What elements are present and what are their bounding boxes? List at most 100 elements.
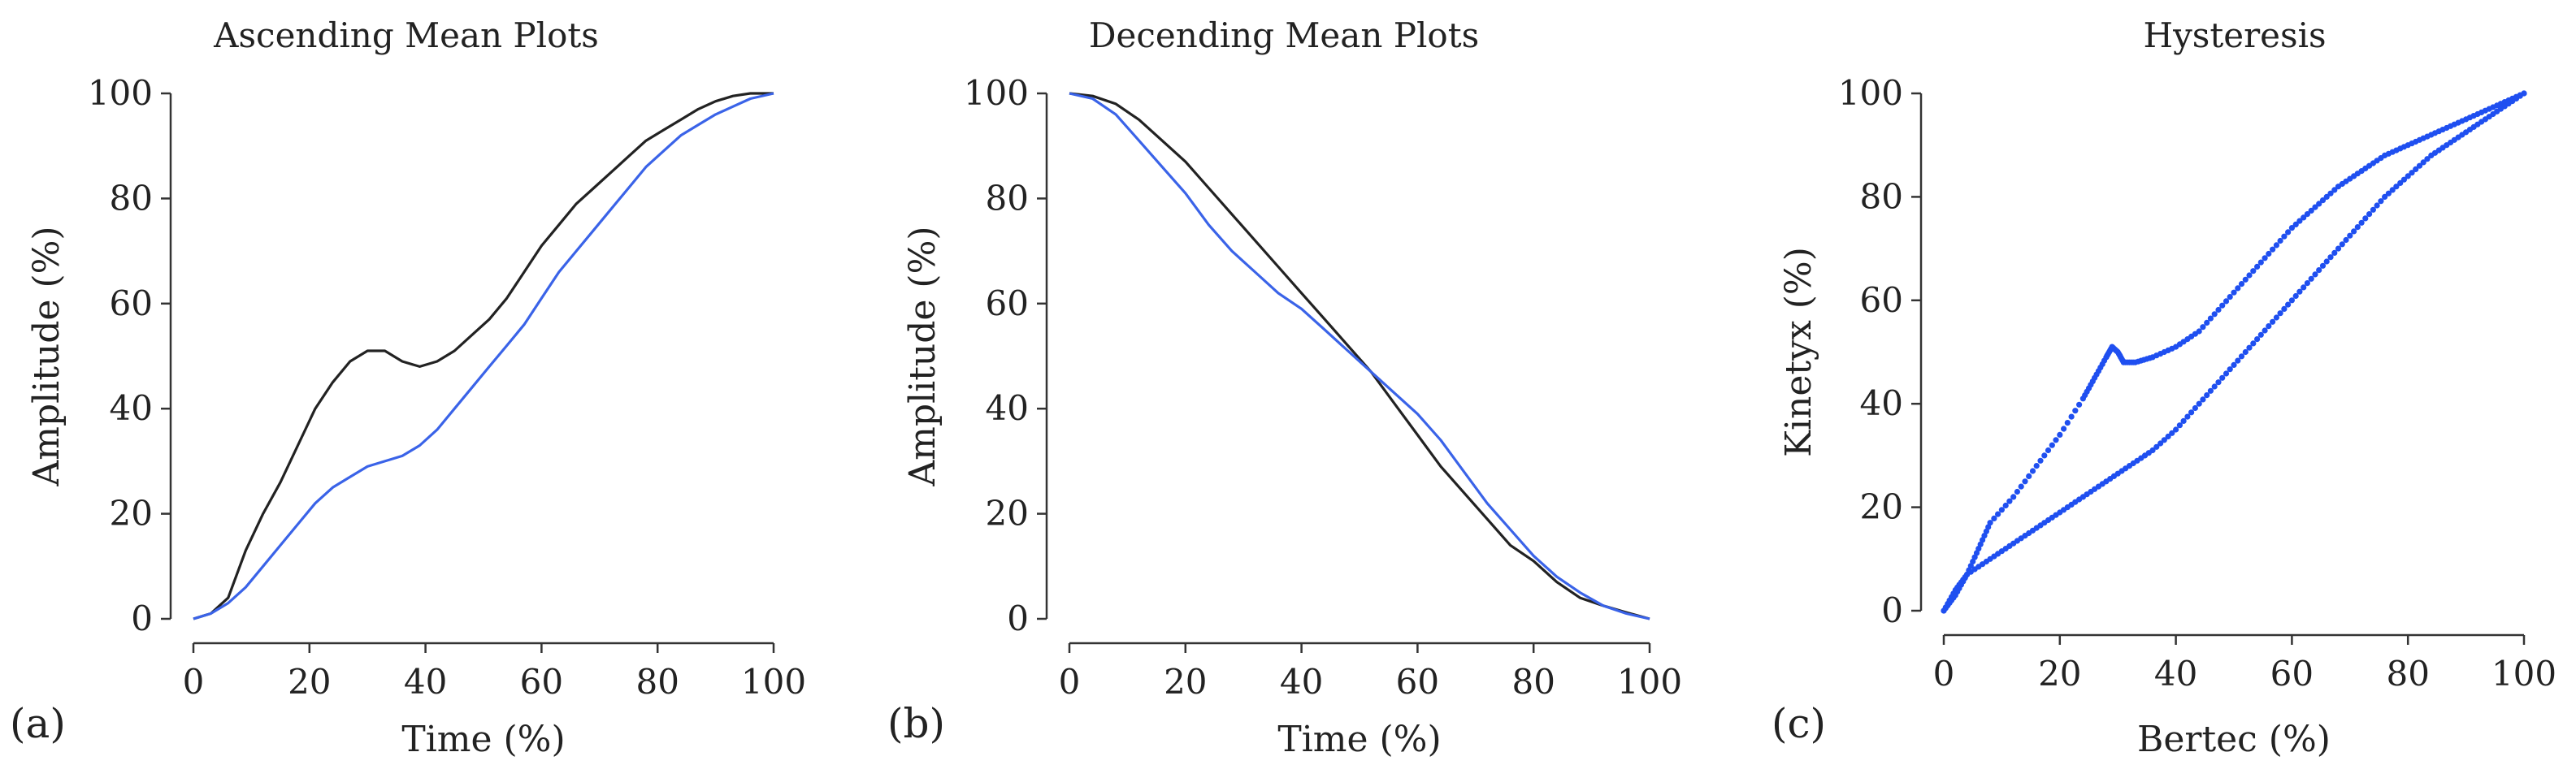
scatter-point-ascending bbox=[2014, 488, 2020, 495]
scatter-point-descending bbox=[2382, 193, 2388, 200]
scatter-point-descending bbox=[2273, 314, 2279, 321]
scatter-point-descending bbox=[2370, 206, 2376, 213]
panel-label: (a) bbox=[10, 700, 66, 747]
scatter-point-ascending bbox=[2296, 218, 2303, 224]
scatter-point-ascending bbox=[2308, 207, 2314, 214]
scatter-point-ascending bbox=[2281, 233, 2288, 240]
scatter-point-ascending bbox=[2204, 319, 2210, 326]
scatter-point-descending bbox=[2424, 156, 2431, 162]
scatter-point-descending bbox=[2312, 271, 2318, 278]
scatter-point-descending bbox=[2270, 318, 2276, 325]
x-tick-label: 0 bbox=[1933, 654, 1955, 694]
scatter-point-descending bbox=[2378, 198, 2384, 205]
scatter-point-ascending bbox=[2312, 204, 2318, 210]
scatter-point-descending bbox=[2257, 331, 2264, 338]
scatter-point-descending bbox=[2188, 409, 2195, 416]
y-axis-label: Kinetyx (%) bbox=[1778, 247, 1819, 457]
y-tick-label: 60 bbox=[1860, 280, 1903, 320]
scatter-point-ascending bbox=[2057, 431, 2063, 439]
scatter-point-ascending bbox=[1991, 515, 1997, 522]
y-tick-label: 0 bbox=[1007, 599, 1029, 638]
scatter-point-descending bbox=[2323, 258, 2330, 265]
scatter-point-ascending bbox=[1995, 511, 2001, 517]
panel-label: (b) bbox=[887, 700, 945, 747]
scatter-point-descending bbox=[1941, 607, 1947, 614]
scatter-point-ascending bbox=[2257, 259, 2264, 266]
scatter-point-descending bbox=[2354, 224, 2361, 231]
scatter-point-descending bbox=[2169, 430, 2175, 436]
scatter-point-ascending bbox=[2029, 468, 2036, 474]
y-axis-label: Amplitude (%) bbox=[26, 226, 67, 486]
scatter-point-descending bbox=[2393, 184, 2400, 190]
scatter-point-ascending bbox=[2053, 437, 2059, 443]
x-tick-label: 60 bbox=[2270, 654, 2314, 694]
scatter-point-descending bbox=[2173, 426, 2179, 433]
scatter-point-ascending bbox=[2037, 457, 2044, 464]
scatter-point-ascending bbox=[2242, 276, 2249, 283]
series-line-blue bbox=[1069, 92, 1650, 620]
scatter-point-descending bbox=[2266, 323, 2272, 330]
scatter-point-descending bbox=[2327, 254, 2334, 261]
scatter-point-descending bbox=[2192, 404, 2198, 412]
scatter-point-ascending bbox=[2215, 306, 2222, 313]
scatter-point-ascending bbox=[2026, 473, 2032, 480]
x-axis-label: Bertec (%) bbox=[2137, 719, 2331, 760]
scatter-point-ascending bbox=[2319, 197, 2327, 204]
scatter-point-descending bbox=[2262, 327, 2268, 334]
x-axis-label: Time (%) bbox=[401, 719, 565, 760]
scatter-point-descending bbox=[2335, 245, 2342, 252]
scatter-point-ascending bbox=[2033, 463, 2040, 469]
scatter-point-ascending bbox=[2200, 324, 2206, 331]
scatter-point-ascending bbox=[2262, 255, 2268, 261]
scatter-point-descending bbox=[2246, 344, 2253, 351]
scatter-point-ascending bbox=[2041, 452, 2048, 459]
scatter-point-ascending bbox=[2323, 193, 2330, 200]
scatter-point-descending bbox=[2158, 440, 2164, 447]
scatter-point-ascending bbox=[2288, 225, 2295, 231]
scatter-point-descending bbox=[2184, 413, 2191, 420]
panel-c: Hysteresis 0 20 40 60 80 100 0 20 40 60 80 100 Bertec… bbox=[1772, 15, 2556, 760]
scatter-point-ascending bbox=[2219, 302, 2226, 309]
scatter-point-ascending bbox=[2049, 442, 2055, 448]
scatter-point-ascending bbox=[2254, 263, 2261, 270]
series-line-black bbox=[1069, 92, 1650, 620]
y-tick-label: 80 bbox=[1860, 176, 1903, 216]
y-axis-label: Amplitude (%) bbox=[902, 226, 943, 486]
scatter-point-descending bbox=[2161, 437, 2167, 443]
scatter-point-ascending bbox=[2227, 294, 2233, 300]
scatter-point-descending bbox=[2204, 392, 2210, 399]
scatter-point-descending bbox=[2231, 361, 2237, 368]
scatter-point-ascending bbox=[2211, 311, 2218, 318]
scatter-point-ascending bbox=[2196, 328, 2202, 335]
scatter-point-descending bbox=[2235, 357, 2241, 364]
x-axis-label: Time (%) bbox=[1277, 719, 1441, 760]
scatter-point-ascending bbox=[2316, 201, 2322, 207]
scatter-point-ascending bbox=[2277, 237, 2283, 244]
scatter-point-ascending bbox=[2231, 289, 2237, 296]
y-tick-label: 60 bbox=[110, 283, 153, 323]
scatter-point-ascending bbox=[2072, 408, 2079, 414]
panel-label: (c) bbox=[1772, 700, 1826, 747]
x-tick-label: 20 bbox=[1164, 662, 1207, 702]
scatter-point-descending bbox=[2343, 236, 2349, 244]
panel-a: Ascending Mean Plots 0 20 40 60 80 100 0 20 40 60 8… bbox=[10, 15, 806, 760]
scatter-point-descending bbox=[2207, 387, 2214, 394]
scatter-point-descending bbox=[2180, 417, 2187, 425]
x-tick-label: 40 bbox=[2154, 654, 2197, 694]
y-tick-label: 100 bbox=[88, 73, 153, 113]
scatter-point-descending bbox=[2351, 228, 2357, 235]
scatter-point-ascending bbox=[2304, 211, 2310, 218]
scatter-point-descending bbox=[2339, 241, 2345, 248]
scatter-point-ascending bbox=[2250, 268, 2257, 274]
chart-title: Ascending Mean Plots bbox=[213, 15, 599, 55]
scatter-point-ascending bbox=[2207, 315, 2214, 322]
y-tick-label: 20 bbox=[110, 494, 153, 534]
scatter-point-ascending bbox=[2301, 214, 2307, 221]
scatter-point-descending bbox=[2409, 170, 2415, 176]
y-tick-label: 80 bbox=[110, 178, 153, 218]
scatter-point-ascending bbox=[2246, 272, 2253, 279]
scatter-point-descending bbox=[2405, 173, 2411, 179]
scatter-point-ascending bbox=[2285, 229, 2292, 236]
y-tick-label: 40 bbox=[1860, 383, 1903, 423]
